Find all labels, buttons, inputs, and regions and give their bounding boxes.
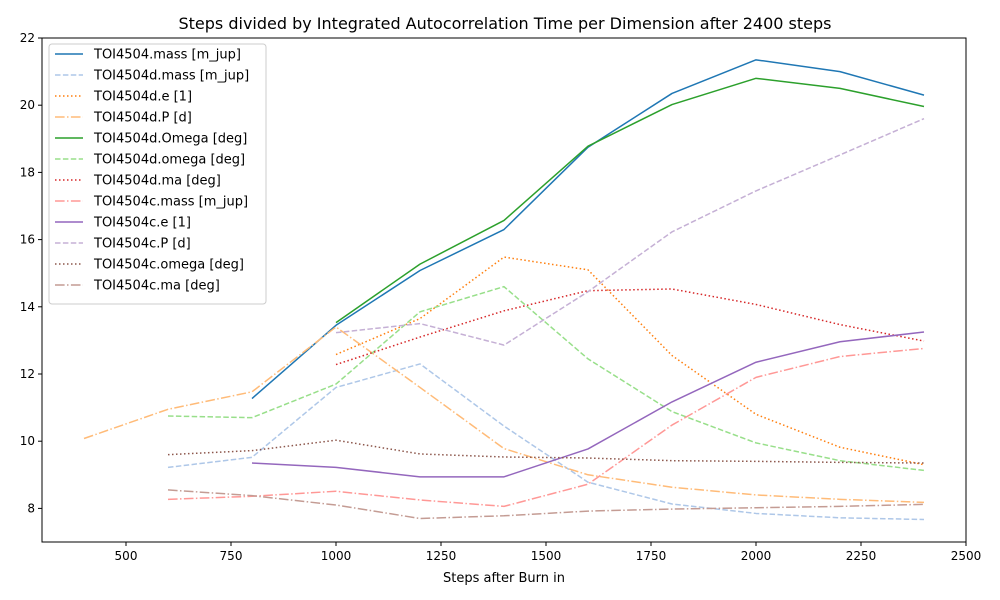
legend-label: TOI4504d.P [d] bbox=[93, 111, 192, 126]
series-line-3 bbox=[83, 326, 925, 504]
x-tick-label: 750 bbox=[220, 549, 243, 563]
x-tick-label: 2250 bbox=[846, 549, 877, 563]
series-line-0 bbox=[251, 59, 925, 400]
series-line-6 bbox=[335, 288, 925, 366]
legend: TOI4504.mass [m_jup] TOI4504d.mass [m_jup… bbox=[48, 43, 267, 305]
legend-label: TOI4504c.mass [m_jup] bbox=[93, 195, 248, 210]
x-tick-label: 1500 bbox=[531, 549, 562, 563]
legend-label: TOI4504.mass [m_jup] bbox=[93, 48, 241, 63]
chart-title: Steps divided by Integrated Autocorrelat… bbox=[178, 14, 831, 33]
y-tick-label: 12 bbox=[20, 367, 35, 381]
series-line-8 bbox=[251, 331, 925, 478]
legend-label: TOI4504d.Omega [deg] bbox=[93, 132, 247, 147]
plot-frame bbox=[41, 37, 967, 543]
legend-label: TOI4504d.omega [deg] bbox=[93, 153, 245, 168]
series-line-4 bbox=[335, 77, 925, 324]
x-tick-label: 500 bbox=[115, 549, 138, 563]
x-tick-label: 2500 bbox=[951, 549, 982, 563]
series-line-9 bbox=[335, 117, 925, 346]
legend-label: TOI4504c.omega [deg] bbox=[93, 258, 244, 273]
legend-label: TOI4504d.mass [m_jup] bbox=[93, 69, 249, 84]
legend-label: TOI4504c.P [d] bbox=[93, 237, 191, 252]
y-tick-label: 8 bbox=[27, 501, 35, 515]
y-tick-label: 14 bbox=[20, 300, 35, 314]
x-axis-label: Steps after Burn in bbox=[443, 571, 565, 586]
y-axis: 8 10 12 14 16 18 20 22 bbox=[20, 31, 42, 515]
y-tick-label: 10 bbox=[20, 434, 35, 448]
y-tick-label: 18 bbox=[20, 165, 35, 179]
legend-label: TOI4504c.ma [deg] bbox=[93, 279, 220, 294]
series-line-2 bbox=[335, 256, 925, 466]
plot-area bbox=[83, 59, 925, 521]
x-axis: 500 750 1000 1250 1500 1750 2000 2250 2500 bbox=[115, 542, 982, 563]
y-tick-label: 20 bbox=[20, 98, 35, 112]
legend-label: TOI4504d.ma [deg] bbox=[93, 174, 221, 189]
x-tick-label: 1250 bbox=[426, 549, 457, 563]
series-line-10 bbox=[167, 439, 925, 464]
y-tick-label: 16 bbox=[20, 233, 35, 247]
legend-label: TOI4504c.e [1] bbox=[93, 216, 191, 231]
x-tick-label: 1750 bbox=[636, 549, 667, 563]
x-tick-label: 1000 bbox=[321, 549, 352, 563]
series-line-1 bbox=[167, 363, 925, 521]
series-line-5 bbox=[167, 285, 925, 472]
x-tick-label: 2000 bbox=[741, 549, 772, 563]
legend-label: TOI4504d.e [1] bbox=[93, 90, 192, 105]
legend-box bbox=[48, 43, 267, 305]
y-tick-label: 22 bbox=[20, 31, 35, 45]
